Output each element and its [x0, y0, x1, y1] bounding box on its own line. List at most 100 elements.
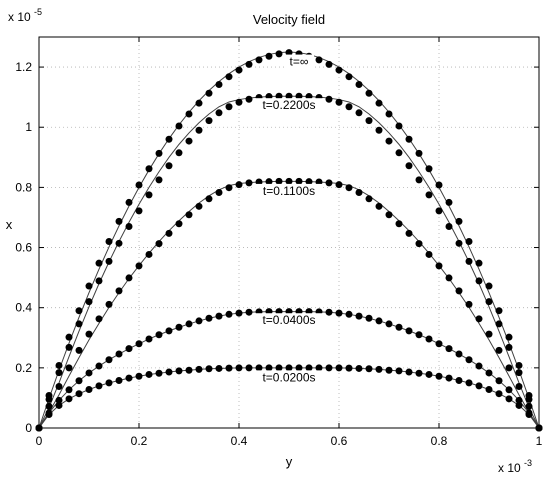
curve-labels: t=∞ t=0.2200s t=0.1100s t=0.0400s t=0.0200s [255, 55, 323, 385]
data-point [495, 390, 503, 398]
data-point [395, 367, 403, 375]
data-point [235, 98, 243, 106]
data-point [515, 396, 523, 404]
data-point [275, 50, 283, 58]
data-point [115, 376, 123, 384]
x-tick-label: 0.6 [331, 434, 348, 448]
data-point [55, 361, 63, 369]
data-point [325, 364, 333, 372]
data-point [485, 282, 493, 290]
data-point [175, 122, 183, 130]
data-point [215, 364, 223, 372]
data-point [135, 340, 143, 348]
data-point [495, 307, 503, 315]
data-point [275, 364, 283, 372]
y-axis-multiplier: x 10 -5 [8, 7, 42, 24]
data-point [135, 262, 143, 270]
data-point [225, 184, 233, 192]
data-point [495, 320, 503, 328]
data-point [185, 110, 193, 118]
data-point [375, 317, 383, 325]
data-point [385, 211, 393, 219]
data-point [145, 250, 153, 258]
data-point [245, 95, 253, 103]
data-point [365, 89, 373, 97]
data-point [285, 92, 293, 100]
data-point [55, 401, 63, 409]
data-point [485, 369, 493, 377]
data-point [45, 402, 53, 410]
data-point [115, 287, 123, 295]
data-point [75, 307, 83, 315]
data-point [185, 211, 193, 219]
data-point [325, 95, 333, 103]
data-point [415, 176, 423, 184]
data-point [475, 315, 483, 323]
data-point [215, 109, 223, 117]
data-point [485, 298, 493, 306]
data-point [465, 257, 473, 265]
data-point [465, 379, 473, 387]
data-point [395, 149, 403, 157]
data-point [395, 323, 403, 331]
data-point [465, 356, 473, 364]
data-point [345, 310, 353, 318]
data-point [295, 92, 303, 100]
curve-label-background [255, 98, 323, 113]
data-point [55, 382, 63, 390]
data-point [95, 277, 103, 285]
data-point [505, 343, 513, 351]
data-point [415, 369, 423, 377]
data-point [485, 386, 493, 393]
curve-label: t=0.0400s [262, 313, 315, 327]
curve-label: t=0.2200s [262, 98, 315, 112]
curve-label: t=0.1100s [263, 184, 315, 198]
data-point [245, 308, 253, 316]
data-point [435, 207, 443, 215]
x-tick-label: 0.8 [431, 434, 448, 448]
data-point [245, 60, 253, 68]
data-point [55, 396, 63, 404]
data-point [165, 327, 173, 335]
data-point [285, 364, 293, 372]
data-point [495, 346, 503, 354]
data-point [375, 365, 383, 373]
data-point [85, 282, 93, 290]
data-point [355, 189, 363, 196]
data-point [185, 366, 193, 374]
data-point [445, 198, 453, 206]
data-point [345, 184, 353, 192]
y-tick-label: 1 [25, 120, 32, 134]
data-point [185, 320, 193, 328]
data-point [85, 369, 93, 377]
data-point [95, 259, 103, 267]
data-point [525, 402, 533, 410]
data-point [155, 331, 163, 339]
data-point [385, 320, 393, 328]
data-point [455, 350, 463, 358]
curve-label: t=∞ [290, 55, 309, 69]
x-tick-label: 0.4 [231, 434, 248, 448]
series-5 [35, 364, 543, 432]
data-point [265, 364, 273, 372]
data-point [75, 377, 83, 385]
data-point [335, 181, 343, 189]
data-point [205, 365, 213, 373]
data-point [525, 410, 533, 418]
data-point [455, 287, 463, 295]
data-point [465, 300, 473, 308]
data-point [355, 109, 363, 117]
data-point [395, 122, 403, 130]
data-point [165, 368, 173, 376]
data-point [185, 137, 193, 145]
data-point [335, 309, 343, 317]
data-point [205, 195, 213, 203]
y-tick-label: 0.2 [15, 361, 32, 375]
data-point [435, 181, 443, 189]
axes-frame [38, 36, 540, 429]
data-point [255, 178, 263, 186]
data-point [425, 165, 433, 173]
data-point [135, 207, 143, 215]
data-point [285, 49, 293, 57]
data-point [165, 135, 173, 143]
